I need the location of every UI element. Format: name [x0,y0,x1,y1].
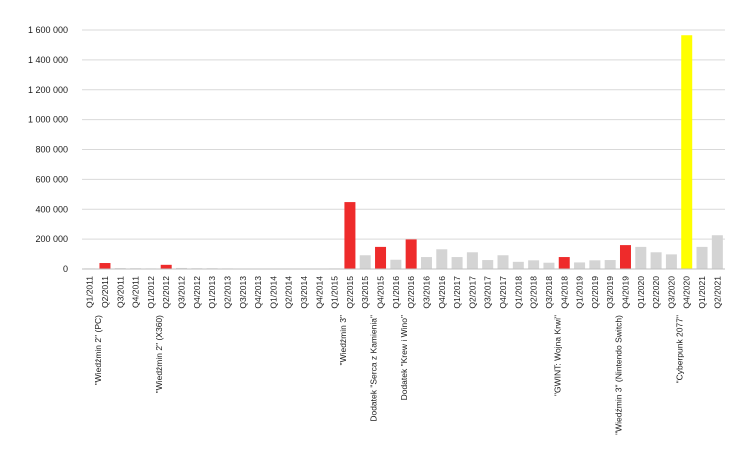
x-tick-label: Q1/2012 [146,276,156,309]
x-tick-label: Q3/2015 [360,276,370,309]
x-tick-label: Q4/2013 [253,276,263,309]
x-tick-label: Q2/2015 [345,276,355,309]
x-tick-label: Q2/2020 [651,276,661,309]
bar [390,259,402,269]
release-annotation: Dodatek "Serca z Kamienia" [369,315,379,422]
x-tick-label: Q3/2017 [483,276,493,309]
x-tick-label: Q3/2013 [238,276,248,309]
release-annotation: Dodatek "Krew i Wino" [399,315,409,400]
y-tick-label: 200 000 [35,234,68,244]
x-tick-label: Q4/2019 [620,276,630,309]
x-tick-label: Q4/2014 [314,276,324,309]
bar [711,235,723,269]
x-tick-label: Q2/2013 [222,276,232,309]
x-tick-label: Q1/2020 [636,276,646,309]
y-tick-label: 600 000 [35,174,68,184]
x-tick-label: Q2/2014 [284,276,294,309]
x-tick-label: Q2/2011 [100,276,110,308]
x-tick-label: Q1/2018 [513,276,523,309]
x-axis-tick-labels: Q1/2011 Q2/2011 "Wiedźmin 2" (PC) Q3/2011 Q4… [85,276,723,435]
x-tick-label: Q4/2011 [131,276,141,308]
bar [665,254,677,269]
x-tick-label: Q1/2015 [330,276,340,309]
x-tick-label: Q4/2020 [682,276,692,309]
bar [528,260,540,269]
bar [558,257,570,269]
bar [420,257,432,269]
x-tick-label: Q1/2011 [85,276,95,308]
bar [405,239,417,269]
x-tick-label: Q1/2014 [268,276,278,309]
x-tick-label: Q2/2018 [529,276,539,309]
bar [650,252,662,269]
release-annotation: "Wiedźmin 2" (PC) [93,315,103,385]
release-annotation: "Wiedźmin 2" (X360) [154,315,164,393]
x-tick-label: Q3/2014 [299,276,309,309]
y-tick-label: 1 200 000 [28,85,68,95]
bar [512,261,524,269]
x-tick-label: Q3/2016 [421,276,431,309]
y-tick-label: 800 000 [35,145,68,155]
release-annotation: "GWINT: Wojna Krwi" [552,315,562,396]
y-axis-tick-labels: 0 200 000 400 000 600 000 800 000 1 000 000 1 … [28,25,68,274]
release-annotation: "Wiedźmin 3" [338,315,348,365]
x-tick-label: Q3/2019 [605,276,615,309]
x-tick-label: Q1/2017 [452,276,462,309]
x-tick-label: Q4/2015 [376,276,386,309]
bar [681,35,693,270]
bar [99,263,111,269]
x-tick-label: Q3/2018 [544,276,554,309]
bar [466,252,478,269]
x-tick-label: Q4/2012 [192,276,202,309]
x-tick-label: Q1/2016 [391,276,401,309]
bar [574,262,586,269]
bar [359,255,371,269]
x-tick-label: Q4/2017 [498,276,508,309]
x-tick-label: Q4/2016 [437,276,447,309]
x-tick-label: Q3/2012 [177,276,187,309]
bar [696,246,708,269]
y-tick-label: 0 [63,264,68,274]
bar [176,267,188,269]
bar [543,262,555,269]
y-tick-label: 400 000 [35,204,68,214]
bar [436,249,448,269]
x-tick-label: Q4/2018 [559,276,569,309]
x-tick-label: Q2/2016 [406,276,416,309]
x-tick-label: Q2/2019 [590,276,600,309]
x-tick-label: Q3/2011 [115,276,125,308]
release-annotation: "Cyberpunk 2077" [675,315,685,383]
y-tick-label: 1 600 000 [28,25,68,35]
bar [375,246,387,269]
gridlines [82,29,725,240]
x-tick-label: Q2/2012 [161,276,171,309]
y-tick-label: 1 000 000 [28,115,68,125]
release-annotation: "Wiedźmin 3" (Nintendo Switch) [613,315,623,435]
x-tick-label: Q1/2019 [575,276,585,309]
x-tick-label: Q2/2021 [712,276,722,309]
bar [160,264,172,269]
bar [344,202,356,269]
y-tick-label: 1 400 000 [28,55,68,65]
x-tick-label: Q1/2013 [207,276,217,309]
bar [482,260,494,269]
bar [635,246,647,269]
bar [619,245,631,269]
x-tick-label: Q3/2020 [666,276,676,309]
x-tick-label: Q1/2021 [697,276,707,309]
x-tick-label: Q2/2017 [467,276,477,309]
bar [451,257,463,269]
bar [497,255,509,269]
bars [84,35,723,270]
bar [604,260,616,269]
bar [589,260,601,269]
